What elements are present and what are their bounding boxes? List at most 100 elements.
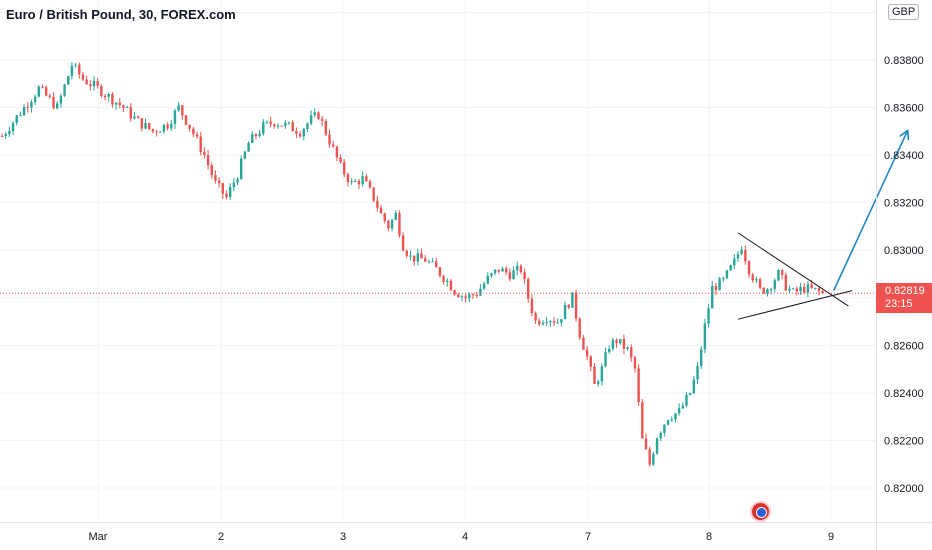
candle [199,131,202,156]
candle [33,94,37,105]
candle [574,289,578,322]
candle [740,245,743,255]
candle [129,103,132,123]
lower-trendline [737,290,853,320]
candle [622,334,626,355]
candle [177,101,180,112]
candle [659,431,662,441]
candle [424,255,427,263]
candle [70,62,74,80]
candle [357,178,361,190]
candle [409,250,412,261]
candle [490,272,493,279]
candle [600,363,604,386]
candle [435,257,438,268]
candle [41,84,44,89]
candle [762,287,765,295]
candle [766,287,769,297]
candle [453,289,456,297]
candle [273,123,276,129]
candle [96,77,99,89]
drawing-annotations [737,131,907,320]
candle [379,205,383,214]
candle [228,183,232,200]
candle [736,251,740,262]
candle [133,111,136,120]
candle [504,266,508,276]
x-tick-label: 9 [828,531,834,543]
candle [217,177,221,188]
candle [317,111,320,120]
candle [181,104,184,121]
candle [431,258,434,263]
candle [722,276,725,282]
candle [482,281,486,290]
candle [714,282,718,296]
candle [188,124,191,132]
candle [122,104,125,113]
candle [22,104,26,117]
broker-logo-icon[interactable] [750,501,771,522]
candle [368,179,372,189]
candle [652,451,655,466]
candle [608,345,611,354]
candle [287,121,291,125]
candle [280,125,283,127]
candle [792,287,795,290]
candle [449,278,453,291]
candle [332,140,335,148]
candle [265,120,269,125]
candle [471,293,475,300]
candle [593,362,596,385]
candle [309,110,313,126]
candle [530,294,534,317]
candle [37,85,40,98]
candle [111,92,114,108]
candle [619,338,622,345]
candle [247,141,250,152]
candle [114,102,118,110]
candle [611,337,615,351]
candle [184,115,188,126]
candle [641,398,644,439]
candle [677,403,681,416]
candle [166,122,169,131]
candle [549,319,552,328]
candle [814,287,817,290]
candle [427,259,431,264]
candle [155,129,158,137]
candle [784,272,788,292]
candle [578,317,581,340]
candle [170,119,173,131]
candle [541,320,545,326]
candle [328,129,331,148]
candle [26,101,29,113]
candle [567,303,570,310]
symbol-title: Euro / British Pound, 30, FOREX.com [6,7,236,22]
x-tick-label: 8 [706,531,712,543]
candle [214,170,217,184]
candle [479,284,482,297]
candle [107,92,110,102]
candle [173,108,177,129]
candle [468,292,471,303]
candle [512,266,515,280]
candle [387,219,390,232]
candle [817,286,821,296]
candle [276,123,280,129]
candle [725,269,729,280]
currency-badge[interactable]: GBP [888,4,920,20]
candle [92,76,96,91]
candle [688,392,692,396]
candle [700,345,703,370]
candle [486,272,489,285]
candle [446,278,449,287]
candle [291,120,294,132]
candle [733,254,736,270]
candle [19,111,22,117]
candle [11,121,15,136]
candle [232,178,236,192]
candle [295,127,298,139]
candle [324,119,328,137]
